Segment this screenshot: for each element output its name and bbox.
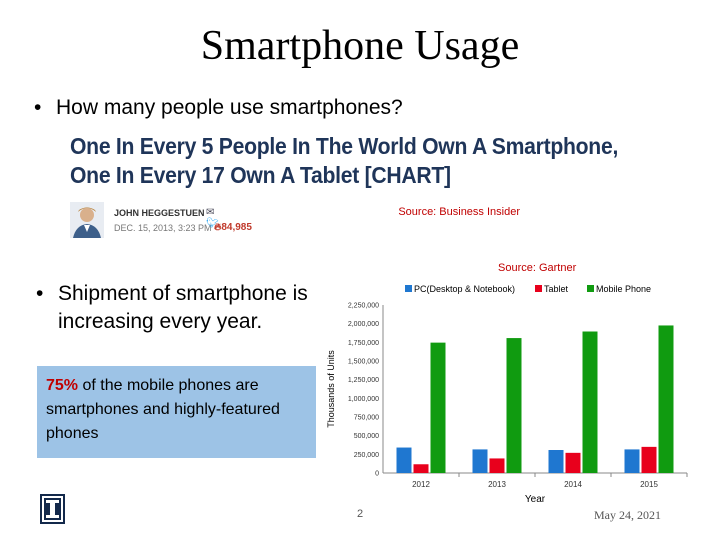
view-count: 🔥︎84,985: [214, 222, 252, 233]
y-tick-label: 2,250,000: [348, 303, 379, 310]
author-name[interactable]: JOHN HEGGESTUEN: [114, 208, 205, 218]
headline-line-2: One In Every 17 Own A Tablet [CHART]: [70, 162, 451, 188]
y-tick-label: 750,000: [354, 415, 379, 422]
y-tick-label: 1,000,000: [348, 396, 379, 403]
bullet-shipment: • Shipment of smartphone is increasing e…: [36, 280, 328, 336]
shipment-bar-chart: 0 250,000 500,000 750,000 1,000,000 1,250,000…: [326, 284, 688, 505]
callout-body: of the mobile phones are smartphones and…: [46, 377, 280, 442]
x-tick-label: 2013: [488, 480, 506, 489]
callout-text: 75% of the mobile phones are smartphones…: [46, 374, 311, 446]
bar-mobile-phone-2015: [658, 325, 674, 473]
legend-label: PC(Desktop & Notebook): [414, 284, 515, 294]
bullet-dot: •: [36, 282, 44, 305]
legend-label: Tablet: [544, 284, 569, 294]
y-axis-title: Thousands of Units: [326, 350, 336, 428]
callout-highlight: 75%: [46, 377, 79, 394]
bar-tablet-2015: [641, 446, 657, 473]
x-tick-label: 2015: [640, 480, 658, 489]
source-business-insider: Source: Business Insider: [398, 206, 520, 218]
legend-label: Mobile Phone: [596, 284, 651, 294]
bullet-dot: •: [34, 96, 42, 119]
bullet-text: Shipment of smartphone is increasing eve…: [58, 282, 308, 333]
flame-icon: 🔥︎: [214, 222, 222, 233]
slide-title: Smartphone Usage: [200, 23, 520, 69]
y-tick-label: 1,250,000: [348, 377, 379, 384]
view-count-value: 84,985: [221, 222, 252, 233]
headline-line-1: One In Every 5 People In The World Own A…: [70, 133, 619, 159]
university-logo: [40, 494, 65, 524]
bar-tablet-2013: [489, 458, 505, 473]
y-tick-label: 2,000,000: [348, 321, 379, 328]
y-tick-label: 0: [375, 471, 379, 478]
bar-tablet-2014: [565, 452, 581, 473]
y-tick-label: 250,000: [354, 452, 379, 459]
bar-pc-desktop-notebook-2013: [472, 449, 488, 473]
y-tick-label: 1,750,000: [348, 340, 379, 347]
bar-mobile-phone-2012: [430, 342, 446, 473]
slide-date: May 24, 2021: [594, 508, 661, 522]
bullet-smartphone-users: • How many people use smartphones?: [34, 94, 403, 122]
page-number: 2: [357, 508, 364, 520]
bar-mobile-phone-2013: [506, 338, 522, 473]
bar-tablet-2012: [413, 464, 429, 473]
bar-pc-desktop-notebook-2015: [624, 449, 640, 473]
twitter-icon[interactable]: 🐦︎: [206, 218, 219, 229]
article-date: DEC. 15, 2013, 3:23 PM: [114, 223, 212, 233]
bar-pc-desktop-notebook-2014: [548, 450, 564, 473]
x-tick-label: 2012: [412, 480, 430, 489]
bar-mobile-phone-2014: [582, 331, 598, 473]
legend-swatch: [587, 285, 594, 292]
legend-swatch: [535, 285, 542, 292]
bullet-text: How many people use smartphones?: [56, 96, 403, 119]
callout-box: 75% of the mobile phones are smartphones…: [37, 366, 316, 458]
legend-swatch: [405, 285, 412, 292]
share-icons: ✉ 🐦︎: [206, 207, 219, 229]
article-headline[interactable]: One In Every 5 People In The World Own A…: [70, 132, 618, 190]
x-tick-label: 2014: [564, 480, 582, 489]
y-tick-label: 1,500,000: [348, 359, 379, 366]
y-tick-label: 500,000: [354, 433, 379, 440]
source-gartner: Source: Gartner: [498, 262, 577, 274]
bar-pc-desktop-notebook-2012: [396, 447, 412, 473]
x-axis-title: Year: [525, 494, 546, 505]
envelope-icon[interactable]: ✉: [206, 207, 215, 218]
author-avatar: [70, 202, 104, 238]
